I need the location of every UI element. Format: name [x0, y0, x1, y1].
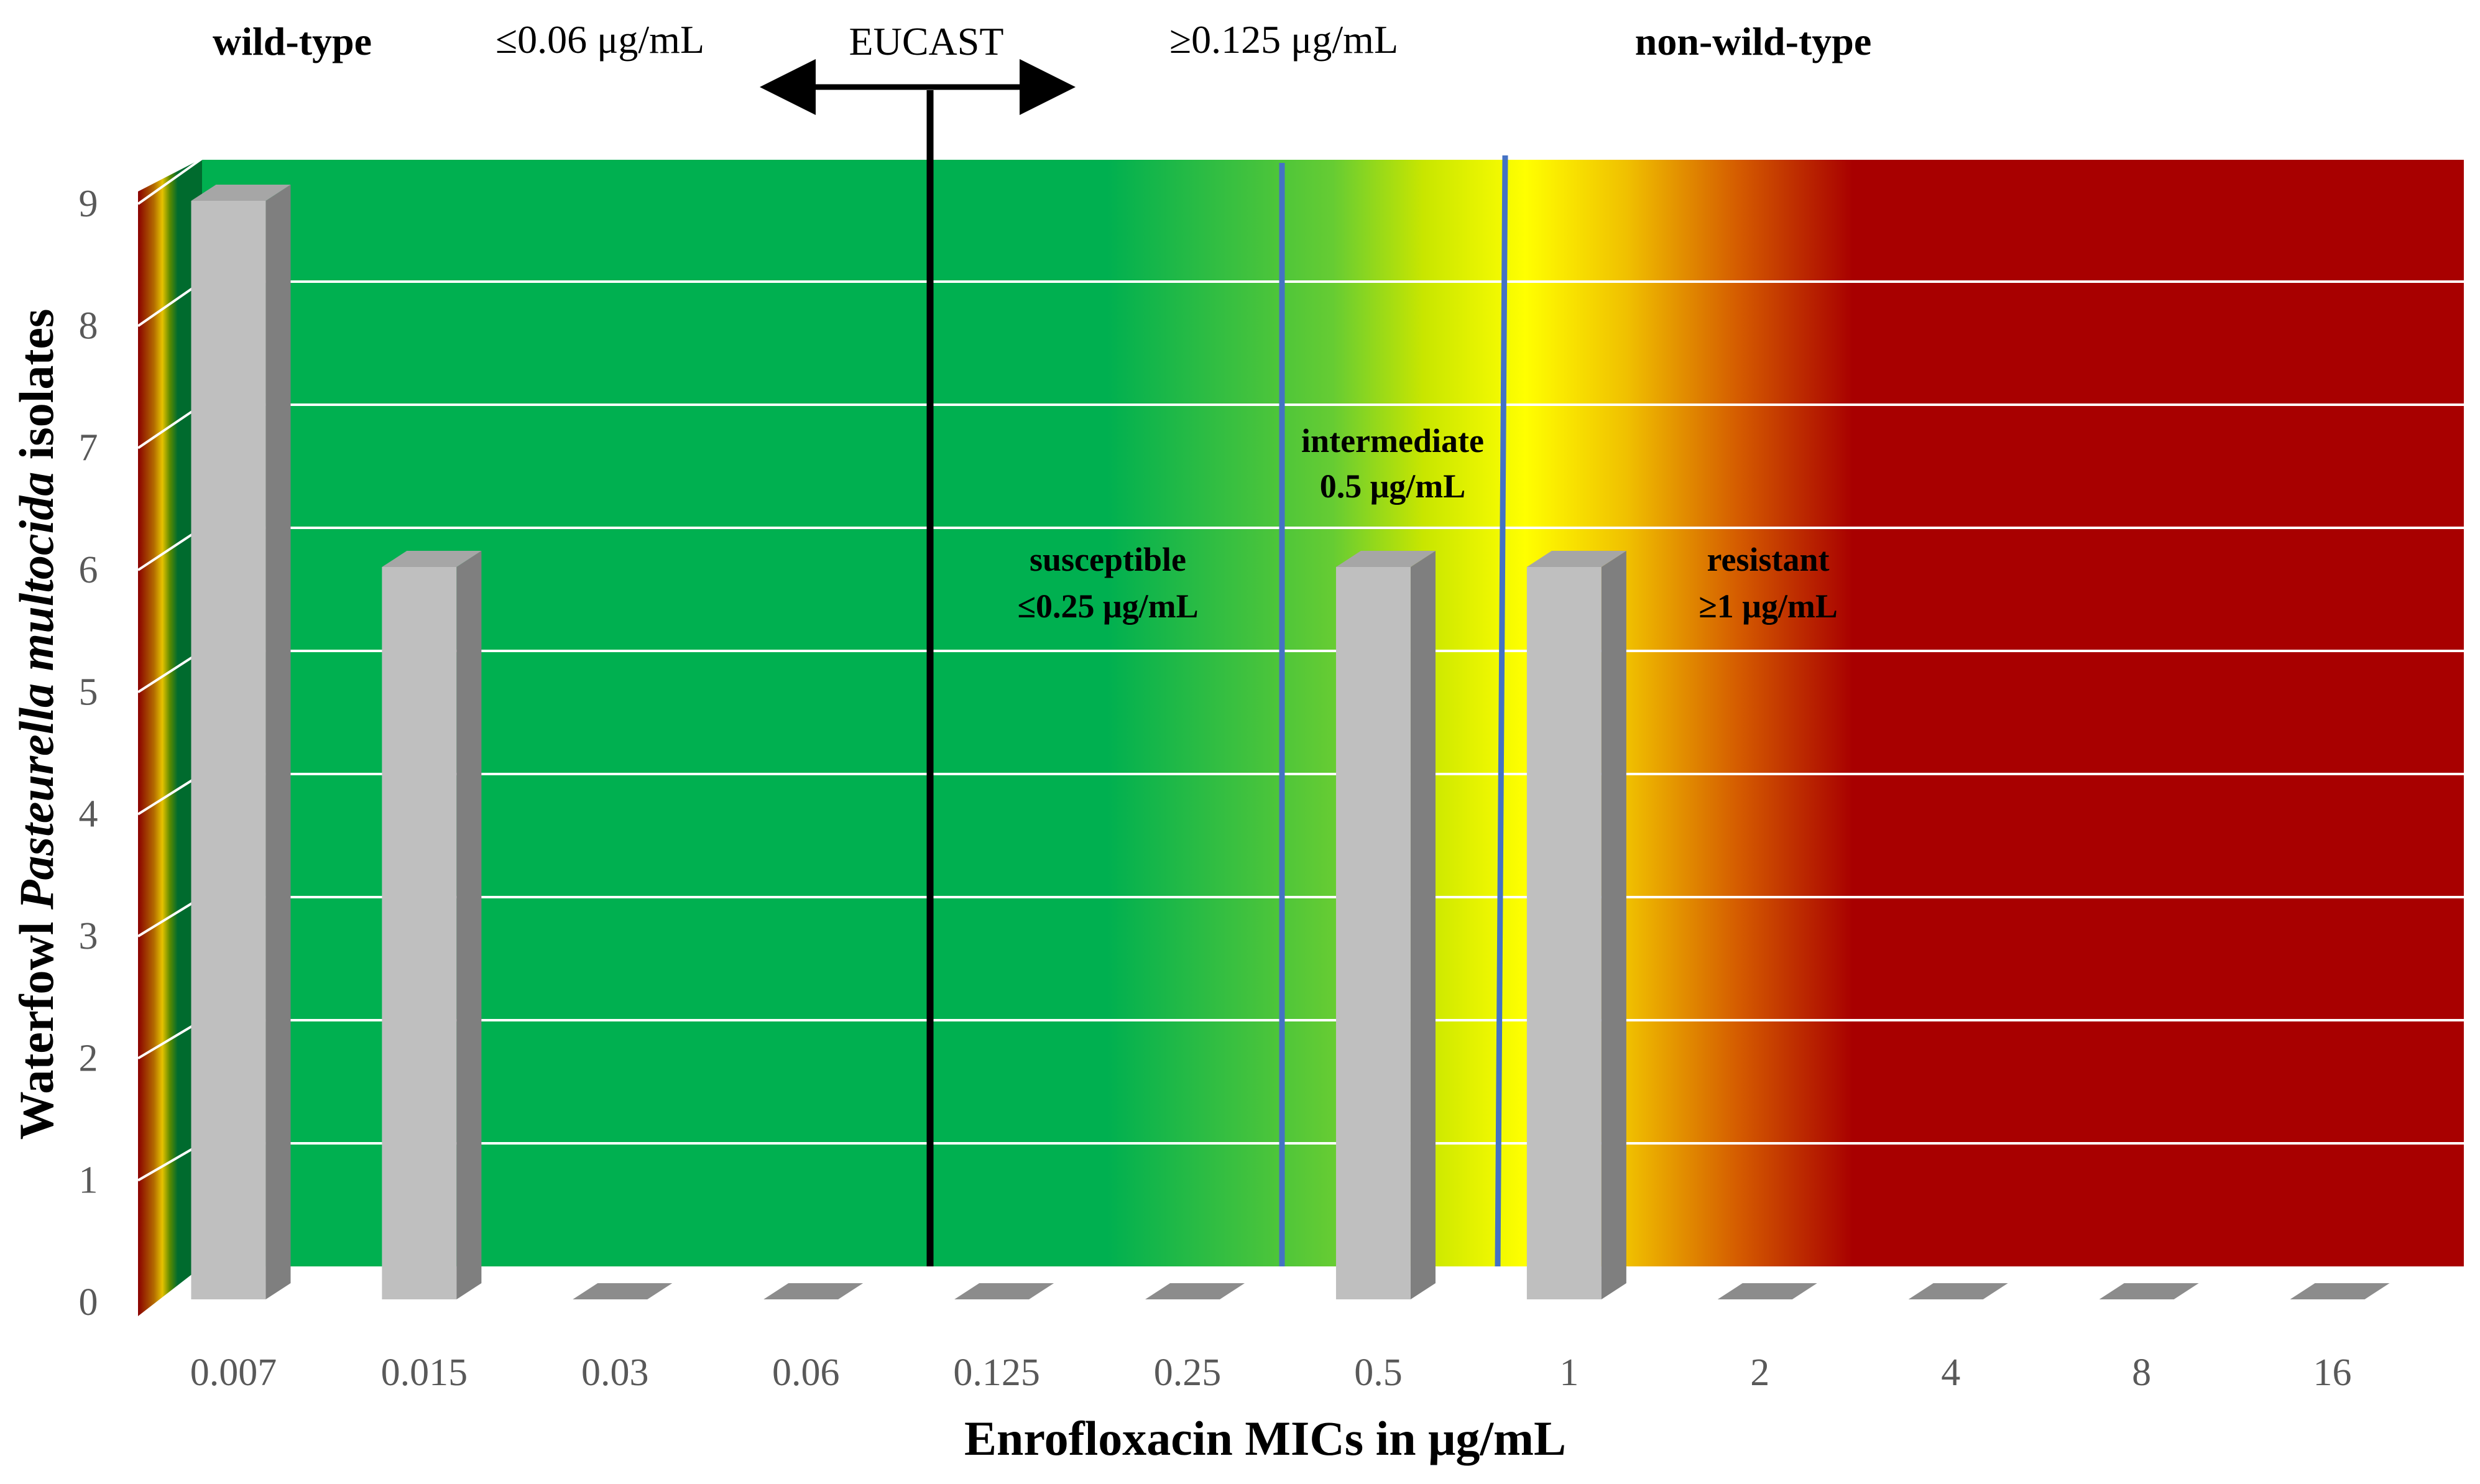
bar-front — [1335, 567, 1411, 1299]
bar-top — [2099, 1283, 2199, 1299]
y-gridline — [137, 157, 203, 205]
non-wild-type-label: non-wild-type — [1635, 19, 1872, 63]
bar — [2099, 1283, 2199, 1299]
y-axis-title-species: Pasteurella multocida — [9, 472, 63, 910]
x-tick-label: 1 — [1559, 1352, 1579, 1394]
bar-top — [382, 551, 482, 567]
bar-top — [1526, 551, 1626, 567]
bars — [191, 185, 2390, 1299]
bar-top — [191, 185, 291, 201]
bar-front — [191, 201, 266, 1299]
y-axis-ticks: 0 1 2 3 4 5 6 7 8 9 — [79, 183, 98, 1324]
bar — [1526, 551, 1626, 1299]
bar-top — [573, 1283, 673, 1299]
bar-side — [265, 185, 291, 1299]
bar — [191, 185, 291, 1299]
bar-side — [1410, 551, 1436, 1299]
intermediate-label: intermediate — [1301, 422, 1484, 459]
y-axis-title-part: isolates — [9, 309, 63, 472]
bar — [573, 1283, 673, 1299]
resistant-label: resistant — [1707, 541, 1830, 578]
bar-front — [382, 567, 457, 1299]
bar-side — [1601, 551, 1626, 1299]
x-tick-label: 16 — [2313, 1352, 2352, 1394]
eucast-label: EUCAST — [849, 19, 1004, 63]
bar — [1335, 551, 1436, 1299]
resistant-value: ≥1 μg/mL — [1699, 588, 1838, 625]
susceptible-label: susceptible — [1030, 541, 1186, 578]
x-tick-label: 4 — [1941, 1352, 1960, 1394]
chart-side-wall — [138, 159, 202, 1316]
x-tick-label: 8 — [2132, 1352, 2151, 1394]
x-axis-title: Enrofloxacin MICs in μg/mL — [964, 1411, 1566, 1465]
wild-type-label: wild-type — [213, 19, 372, 63]
bar-side — [456, 551, 482, 1299]
bar-top — [1908, 1283, 2008, 1299]
bar-top — [763, 1283, 864, 1299]
bar-front — [1526, 567, 1602, 1299]
y-tick-label: 4 — [79, 793, 98, 836]
x-tick-label: 0.125 — [953, 1352, 1040, 1394]
resistant-breakpoint-line — [1495, 155, 1508, 1267]
y-axis-title: Waterfowl Pasteurella multocida isolates — [9, 309, 63, 1140]
bar — [2290, 1283, 2390, 1299]
y-tick-label: 3 — [79, 915, 98, 957]
x-tick-label: 0.25 — [1154, 1352, 1222, 1394]
intermediate-value: 0.5 μg/mL — [1320, 468, 1466, 505]
y-tick-label: 6 — [79, 549, 98, 591]
x-tick-label: 0.007 — [190, 1352, 277, 1394]
y-tick-label: 5 — [79, 671, 98, 713]
y-tick-label: 1 — [79, 1159, 98, 1202]
non-wild-type-cutoff: ≥0.125 μg/mL — [1169, 17, 1398, 62]
y-tick-label: 8 — [79, 305, 98, 347]
chart-back-plane — [202, 159, 2464, 1266]
bar-top — [954, 1283, 1054, 1299]
x-tick-label: 2 — [1750, 1352, 1769, 1394]
bar — [1145, 1283, 1245, 1299]
bar — [1908, 1283, 2008, 1299]
bar-top — [1717, 1283, 1817, 1299]
y-tick-label: 2 — [79, 1037, 98, 1079]
x-tick-label: 0.015 — [381, 1352, 468, 1394]
y-axis-title-part: Waterfowl — [9, 910, 63, 1140]
bar-top — [2290, 1283, 2390, 1299]
x-tick-label: 0.06 — [772, 1352, 840, 1394]
bar — [763, 1283, 864, 1299]
y-tick-label: 7 — [79, 427, 98, 469]
bar-top — [1145, 1283, 1245, 1299]
susceptible-value: ≤0.25 μg/mL — [1017, 588, 1198, 625]
x-tick-label: 0.03 — [581, 1352, 649, 1394]
y-tick-label: 0 — [79, 1281, 98, 1324]
y-tick-label: 9 — [79, 183, 98, 225]
bar — [382, 551, 482, 1299]
bar-top — [1335, 551, 1436, 567]
x-axis-ticks: 0.007 0.015 0.03 0.06 0.125 0.25 0.5 1 2 4 8 16 — [190, 1352, 2352, 1394]
wild-type-cutoff: ≤0.06 μg/mL — [496, 17, 704, 62]
bar — [954, 1283, 1054, 1299]
bar — [1717, 1283, 1817, 1299]
x-tick-label: 0.5 — [1354, 1352, 1403, 1394]
